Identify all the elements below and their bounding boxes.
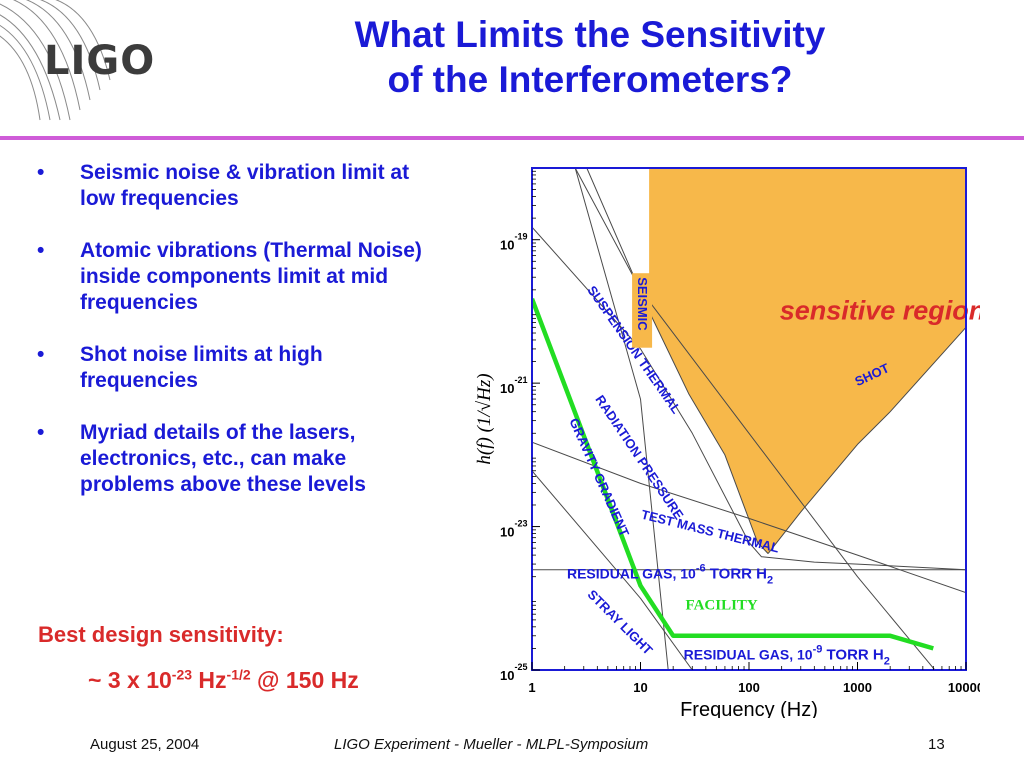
x-tick-label: 1	[528, 680, 535, 695]
label-stray-light: STRAY LIGHT	[585, 587, 656, 658]
bullet-item: • Myriad details of the lasers, electroni…	[30, 420, 440, 498]
y-tick-exponent: -19	[514, 232, 527, 242]
bullet-item: • Seismic noise & vibration limit at low …	[30, 160, 440, 212]
curve-facility	[532, 298, 934, 651]
best-design-label: Best design sensitivity:	[38, 622, 284, 647]
unit-exponent: -1/2	[226, 666, 251, 683]
bullet-item: • Shot noise limits at high frequencies	[30, 342, 440, 394]
footer-date: August 25, 2004	[90, 736, 200, 753]
residual-gas-mid: TORR H	[706, 565, 767, 582]
plot-layer	[532, 168, 966, 670]
y-tick-base: 10	[500, 381, 514, 396]
bullet-text: Seismic noise & vibration limit at low f…	[80, 161, 410, 210]
y-tick-base: 10	[500, 525, 514, 540]
best-design-value: ~ 3 x 10-23 Hz-1/2 @ 150 Hz	[88, 667, 359, 694]
y-tick-exponent: -25	[514, 662, 527, 672]
footer-page-number: 13	[928, 736, 945, 753]
sensitive-region-label: sensitive region	[780, 295, 980, 325]
value-prefix: 3 x 10	[107, 667, 172, 693]
residual-gas-prefix: RESIDUAL GAS, 10	[567, 565, 696, 581]
curve-shot	[767, 326, 966, 554]
bullet-dot: •	[37, 161, 45, 184]
title-divider	[0, 136, 1024, 140]
sensitivity-chart: sensitive region SUSPENSION THERMAL SEISMI…	[458, 158, 985, 721]
y-tick-exponent: -21	[514, 375, 527, 385]
footer-title: LIGO Experiment - Mueller - MLPL-Symposi…	[334, 736, 649, 753]
value-suffix: @ 150 Hz	[257, 667, 359, 693]
title-line-2: of the Interferometers?	[387, 59, 793, 100]
curve-stray-light	[532, 470, 693, 670]
bullet-text: Atomic vibrations (Thermal Noise) inside…	[80, 239, 422, 314]
residual-gas-exponent: -9	[813, 644, 823, 656]
residual-gas-mid: TORR H	[822, 647, 883, 664]
y-tick-base: 10	[500, 238, 514, 253]
y-tick-base: 10	[500, 668, 514, 683]
bullet-text: Myriad details of the lasers, electronic…	[80, 421, 366, 496]
residual-gas-label: RESIDUAL GAS, 10-9 TORR H2	[684, 644, 890, 668]
value-unit: Hz	[198, 667, 227, 693]
logo-arc-graphic	[0, 0, 111, 121]
sensitive-region-area	[649, 168, 966, 554]
y-tick-exponent: -23	[514, 519, 527, 529]
y-tick-label: 10-23	[500, 519, 527, 540]
y-tick-label: 10-21	[500, 375, 527, 396]
residual-gas-label: RESIDUAL GAS, 10-6 TORR H2	[567, 562, 773, 586]
ligo-logo: LIGO	[44, 38, 156, 84]
curve-gravity-gradient	[574, 168, 669, 670]
label-seismic: SEISMIC	[635, 277, 650, 331]
curve-test-mass-thermal	[532, 441, 966, 594]
value-exponent: -23	[171, 666, 193, 683]
curve-suspension-thermal	[532, 226, 966, 571]
label-box-shot	[847, 355, 899, 394]
x-tick-label: 10000	[948, 680, 980, 695]
bullet-dot: •	[37, 421, 45, 444]
residual-gas-subscript: 2	[767, 574, 773, 586]
title-line-1: What Limits the Sensitivity	[354, 14, 826, 55]
residual-gas-exponent: -6	[696, 562, 706, 574]
x-tick-label: 10	[633, 680, 647, 695]
bullet-dot: •	[37, 239, 45, 262]
bullet-dot: •	[37, 343, 45, 366]
x-tick-label: 100	[738, 680, 760, 695]
y-axis-label: h(f) (1/√Hz)	[474, 373, 495, 464]
x-axis-label: Frequency (Hz)	[680, 699, 818, 718]
residual-gas-subscript: 2	[884, 656, 890, 668]
y-tick-label: 10-19	[500, 232, 527, 253]
y-tick-label: 10-25	[500, 662, 527, 683]
bullet-list: • Seismic noise & vibration limit at low …	[30, 160, 440, 524]
slide-title: What Limits the Sensitivity of the Inter…	[220, 12, 960, 102]
label-facility: FACILITY	[686, 597, 758, 613]
label-box-seismic	[632, 273, 653, 348]
residual-gas-prefix: RESIDUAL GAS, 10	[684, 647, 813, 663]
tilde: ~	[88, 667, 102, 693]
bullet-item: • Atomic vibrations (Thermal Noise) insid…	[30, 238, 440, 316]
x-tick-label: 1000	[843, 680, 872, 695]
bullet-text: Shot noise limits at high frequencies	[80, 343, 323, 392]
curve-radiation-pressure	[574, 168, 936, 670]
